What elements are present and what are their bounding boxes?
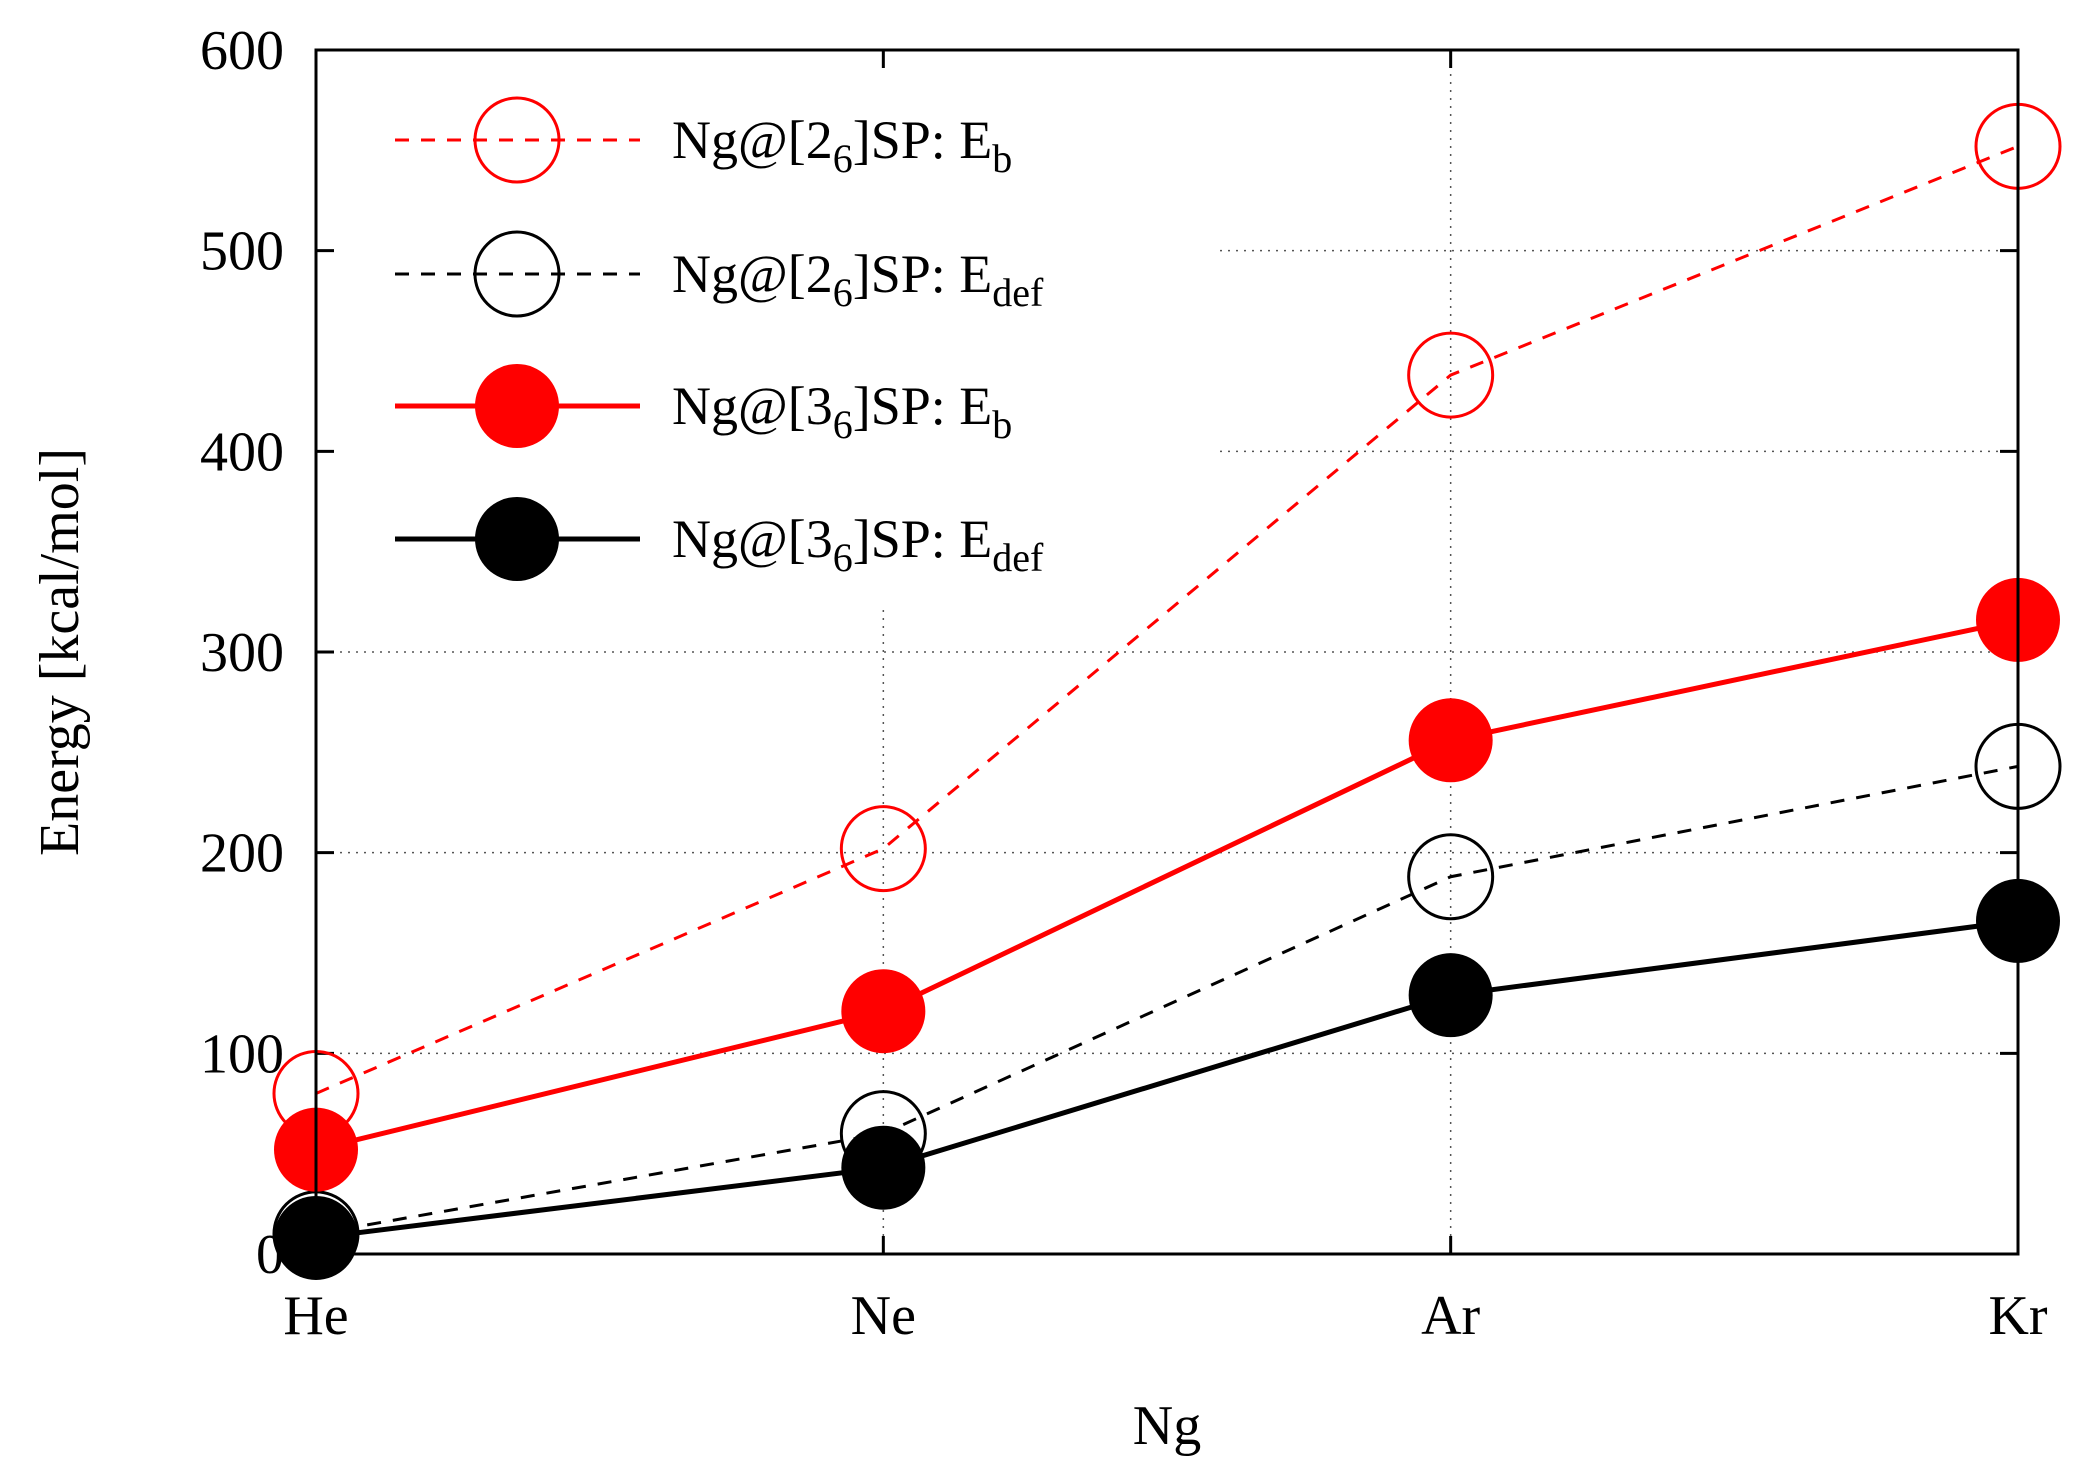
- series-2-point-Ne: [841, 969, 926, 1054]
- legend: Ng@[26]SP: Eb Ng@[26]SP: Edef Ng@[36]SP: E…: [395, 96, 1044, 581]
- y-tick-label-300: 300: [200, 622, 284, 684]
- x-axis-title: Ng: [1133, 1395, 1201, 1457]
- series-3-point-Ne: [841, 1125, 926, 1210]
- series-layer: [272, 102, 2062, 1280]
- series-2-point-Ar: [1408, 698, 1493, 783]
- legend-marker-3: [475, 497, 559, 581]
- legend-item-2: Ng@[36]SP: Eb: [395, 364, 1012, 448]
- x-tick-label-Kr: Kr: [1988, 1285, 2047, 1347]
- series-1: [272, 722, 2062, 1278]
- series-3-point-Ar: [1408, 953, 1493, 1038]
- legend-item-1: Ng@[26]SP: Edef: [395, 230, 1044, 318]
- legend-label-2: Ng@[36]SP: Eb: [672, 376, 1012, 447]
- series-0-line: [315, 144, 2019, 1095]
- legend-marker-0: [473, 96, 561, 184]
- legend-item-0: Ng@[26]SP: Eb: [395, 96, 1012, 184]
- series-0-point-Ne: [839, 805, 927, 893]
- legend-label-3: Ng@[36]SP: Edef: [672, 509, 1044, 580]
- y-axis-title: Energy [kcal/mol]: [29, 448, 91, 856]
- y-tick-label-600: 600: [200, 20, 284, 82]
- legend-marker-1: [473, 230, 561, 318]
- legend-label-0: Ng@[26]SP: Eb: [672, 110, 1012, 181]
- series-1-point-Ar: [1407, 833, 1495, 921]
- y-tick-label-100: 100: [200, 1023, 284, 1085]
- series-2-line: [315, 617, 2019, 1153]
- legend-label-1: Ng@[26]SP: Edef: [672, 244, 1044, 315]
- legend-marker-2: [475, 364, 559, 448]
- grid: [316, 50, 2018, 1254]
- plot-frame: [314, 48, 2020, 1256]
- x-tick-label-Ar: Ar: [1421, 1285, 1480, 1347]
- series-3: [274, 878, 2060, 1280]
- series-3-line: [315, 918, 2019, 1241]
- legend-item-3: Ng@[36]SP: Edef: [395, 497, 1044, 581]
- series-2: [274, 577, 2060, 1192]
- series-0: [272, 102, 2062, 1137]
- series-0-point-Ar: [1407, 331, 1495, 419]
- x-tick-label-He: He: [283, 1285, 348, 1347]
- x-tick-label-Ne: Ne: [851, 1285, 916, 1347]
- y-tick-label-200: 200: [200, 823, 284, 885]
- x-axis-ticks: He Ne Ar Kr: [283, 50, 2048, 1347]
- y-tick-label-400: 400: [200, 421, 284, 483]
- series-1-line: [315, 764, 2019, 1236]
- y-tick-label-500: 500: [200, 221, 284, 283]
